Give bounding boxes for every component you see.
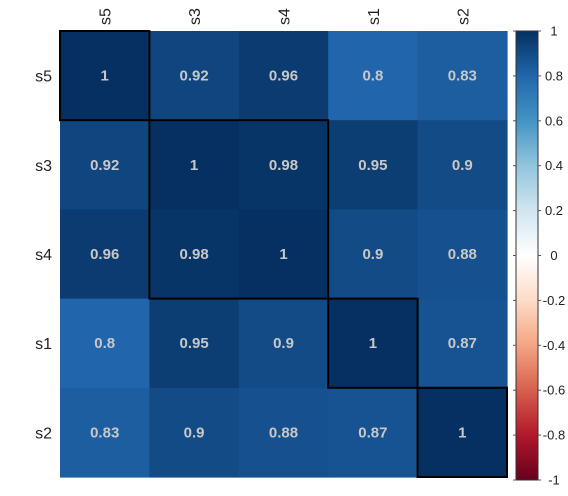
colorbar-tick-label: -0.8 bbox=[543, 428, 565, 443]
cell-s1-s3 bbox=[149, 298, 240, 389]
cell-s4-s3 bbox=[149, 209, 240, 300]
colorbar-tick-label: 0.8 bbox=[545, 68, 563, 83]
row-label-s5: s5 bbox=[35, 69, 52, 86]
row-label-s2: s2 bbox=[35, 425, 52, 442]
cell-label-s5-s4: 0.96 bbox=[269, 68, 298, 85]
column-label-s2: s2 bbox=[455, 8, 472, 25]
cell-label-s4-s3: 0.98 bbox=[179, 246, 208, 263]
row-label-s1: s1 bbox=[35, 336, 52, 353]
cell-s3-s4 bbox=[238, 120, 329, 210]
cell-label-s1-s4: 0.9 bbox=[273, 335, 294, 352]
colorbar-tick-label: -0.6 bbox=[543, 383, 565, 398]
cell-s2-s4 bbox=[238, 387, 329, 478]
colorbar-tick-label: 0.6 bbox=[545, 113, 563, 128]
cell-s2-s3 bbox=[149, 387, 240, 478]
cell-s4-s2 bbox=[417, 209, 508, 300]
heatmap-cells bbox=[60, 31, 508, 478]
heatmap-cell-labels: 1 0.92 0.96 0.8 0.83 0.92 1 0.98 0.95 0.9 0.96 0.98… bbox=[90, 68, 477, 442]
cell-label-s3-s3: 1 bbox=[190, 157, 198, 174]
column-label-s3: s3 bbox=[187, 8, 204, 25]
column-labels: s5 s3 s4 s1 s2 bbox=[98, 8, 473, 25]
cell-label-s4-s2: 0.88 bbox=[448, 246, 477, 263]
column-label-s1: s1 bbox=[366, 8, 383, 25]
cell-s2-s5 bbox=[60, 387, 150, 478]
cell-label-s2-s3: 0.9 bbox=[184, 424, 205, 441]
colorbar-tick-label: 1 bbox=[550, 24, 557, 39]
cell-s2-s1 bbox=[328, 387, 419, 478]
cell-s2-s2 bbox=[417, 387, 508, 478]
cell-label-s5-s1: 0.8 bbox=[362, 68, 383, 85]
cluster-box-s2 bbox=[416, 386, 509, 478]
column-label-s4: s4 bbox=[277, 8, 294, 25]
cell-s3-s1 bbox=[328, 120, 419, 210]
cell-label-s1-s3: 0.95 bbox=[179, 335, 208, 352]
row-label-s4: s4 bbox=[35, 247, 52, 264]
cluster-box-s3-s4 bbox=[148, 119, 330, 300]
cell-label-s3-s2: 0.9 bbox=[452, 157, 473, 174]
cell-s4-s5 bbox=[60, 209, 150, 300]
cell-s5-s3 bbox=[149, 31, 240, 121]
cell-s5-s1 bbox=[328, 31, 419, 121]
cell-s1-s2 bbox=[417, 298, 508, 389]
cluster-box-s1 bbox=[327, 297, 419, 389]
colorbar-tick-label: 0 bbox=[550, 248, 557, 263]
cell-s1-s1 bbox=[328, 298, 419, 389]
cell-label-s2-s1: 0.87 bbox=[358, 424, 387, 441]
colorbar-tick-label: 0.2 bbox=[545, 203, 563, 218]
row-label-s3: s3 bbox=[35, 158, 52, 175]
row-labels: s5 s3 s4 s1 s2 bbox=[35, 69, 52, 443]
cell-s4-s4 bbox=[238, 209, 329, 300]
colorbar-gradient bbox=[515, 30, 539, 481]
cell-label-s2-s5: 0.83 bbox=[90, 424, 119, 441]
cell-label-s1-s5: 0.8 bbox=[94, 335, 115, 352]
colorbar-tick-label: -0.2 bbox=[543, 293, 565, 308]
cell-s3-s3 bbox=[149, 120, 240, 210]
cell-label-s2-s4: 0.88 bbox=[269, 424, 298, 441]
cell-label-s5-s3: 0.92 bbox=[179, 68, 208, 85]
cell-label-s4-s4: 1 bbox=[279, 246, 287, 263]
cell-s5-s4 bbox=[238, 31, 329, 121]
cell-s1-s5 bbox=[60, 298, 150, 389]
colorbar-tick-label: 0.4 bbox=[545, 158, 563, 173]
colorbar-tick-label: -0.4 bbox=[543, 338, 565, 353]
cluster-boxes bbox=[59, 30, 509, 478]
cell-label-s5-s5: 1 bbox=[101, 68, 109, 85]
cell-label-s2-s2: 1 bbox=[458, 424, 466, 441]
cell-label-s3-s4: 0.98 bbox=[269, 157, 298, 174]
cell-label-s3-s5: 0.92 bbox=[90, 157, 119, 174]
cell-label-s3-s1: 0.95 bbox=[358, 157, 387, 174]
cell-s1-s4 bbox=[238, 298, 329, 389]
cell-s5-s5 bbox=[60, 31, 150, 121]
column-label-s5: s5 bbox=[98, 8, 115, 25]
cell-label-s1-s2: 0.87 bbox=[448, 335, 477, 352]
colorbar-ticks: 1 0.8 0.6 0.4 0.2 0 -0.2 -0.4 -0.6 -0.8 -1 bbox=[513, 24, 565, 488]
colorbar-tick-label: -1 bbox=[548, 473, 560, 488]
cell-s3-s5 bbox=[60, 120, 150, 210]
cell-label-s4-s5: 0.96 bbox=[90, 246, 119, 263]
cell-label-s5-s2: 0.83 bbox=[448, 68, 477, 85]
cell-label-s4-s1: 0.9 bbox=[362, 246, 383, 263]
colorbar: 1 0.8 0.6 0.4 0.2 0 -0.2 -0.4 -0.6 -0.8 -1 bbox=[513, 24, 565, 488]
cell-s3-s2 bbox=[417, 120, 508, 210]
cell-label-s1-s1: 1 bbox=[369, 335, 377, 352]
cell-s4-s1 bbox=[328, 209, 419, 300]
cell-s5-s2 bbox=[417, 31, 508, 121]
cluster-box-s5 bbox=[59, 30, 151, 122]
